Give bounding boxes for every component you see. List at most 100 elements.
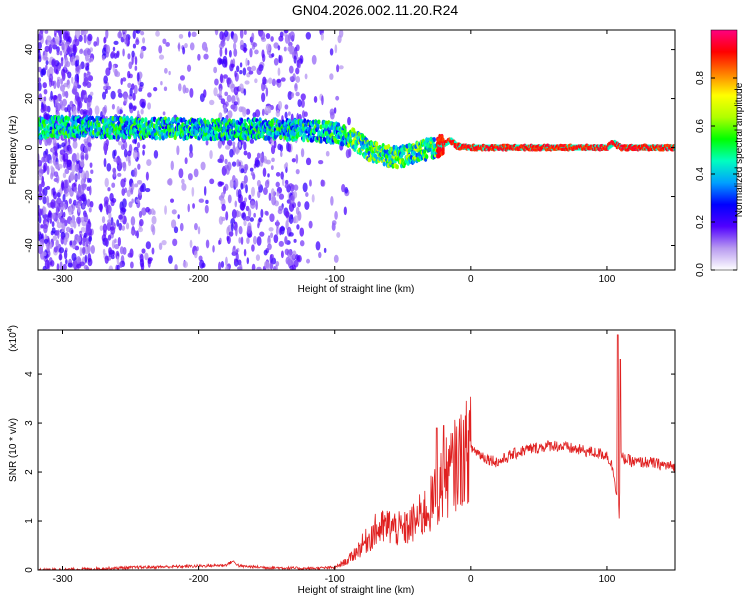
noise-speck [293, 55, 297, 64]
noise-speck [245, 108, 251, 115]
noise-speck [103, 37, 107, 44]
noise-speck [145, 187, 151, 193]
noise-speck [102, 229, 107, 237]
noise-speck [60, 235, 65, 245]
noise-speck [263, 249, 268, 256]
noise-speck [256, 67, 262, 76]
noise-speck [318, 251, 322, 259]
noise-speck [295, 44, 300, 52]
spectrogram-y-label: Frequency (Hz) [8, 116, 19, 185]
noise-speck [71, 252, 77, 262]
noise-speck [123, 95, 128, 105]
noise-speck [246, 66, 252, 72]
noise-speck [254, 159, 261, 168]
noise-speck [259, 231, 265, 237]
noise-speck [251, 186, 256, 197]
noise-speck [127, 150, 132, 157]
noise-speck [287, 90, 293, 101]
noise-speck [295, 67, 300, 75]
noise-speck [269, 213, 275, 222]
ridge-cell [124, 134, 128, 140]
noise-speck [153, 150, 159, 159]
noise-speck [219, 47, 223, 57]
noise-speck [57, 229, 60, 239]
noise-speck [86, 198, 91, 208]
noise-speck [90, 245, 95, 254]
noise-speck [240, 236, 244, 245]
noise-speck [223, 74, 228, 79]
noise-speck [228, 140, 233, 147]
noise-speck [38, 77, 42, 83]
noise-speck [284, 30, 289, 34]
snr-y-label: SNR (10 * v/v) [8, 418, 19, 482]
noise-speck [80, 30, 84, 36]
noise-speck [229, 148, 234, 158]
noise-speck [182, 261, 188, 269]
colorbar-label: Normalized spectral amplitude [734, 82, 745, 217]
noise-speck [105, 67, 111, 76]
noise-speck [90, 169, 94, 174]
noise-speck [334, 210, 338, 220]
noise-speck [226, 94, 232, 103]
noise-speck [68, 110, 71, 119]
noise-speck [38, 42, 42, 50]
noise-speck [55, 102, 61, 112]
noise-speck [311, 194, 315, 203]
noise-speck [129, 87, 133, 97]
noise-speck [140, 262, 145, 270]
noise-speck [136, 72, 140, 82]
ridge-halo [562, 144, 565, 151]
noise-speck [111, 103, 115, 110]
noise-speck [288, 41, 293, 47]
noise-speck [83, 76, 89, 86]
noise-speck [88, 57, 92, 63]
noise-speck [137, 163, 141, 170]
ridge-cell [46, 132, 50, 138]
noise-speck [62, 211, 66, 218]
noise-speck [232, 42, 237, 51]
colorbar-tick-label: 0.8 [695, 71, 706, 85]
noise-speck [72, 45, 78, 54]
ridge-cell [317, 119, 321, 125]
noise-speck [65, 226, 71, 233]
noise-speck [163, 86, 168, 92]
noise-speck [108, 211, 112, 220]
noise-speck [118, 222, 123, 231]
noise-speck [271, 157, 275, 163]
noise-speck [42, 82, 47, 89]
noise-speck [55, 239, 60, 247]
noise-speck [128, 102, 133, 110]
noise-speck [200, 161, 206, 171]
noise-speck [104, 88, 108, 94]
noise-speck [113, 157, 118, 163]
noise-speck [102, 47, 107, 56]
noise-speck [50, 90, 53, 101]
noise-speck [102, 248, 106, 256]
noise-speck [119, 261, 123, 269]
ridge-cell [395, 164, 399, 170]
noise-speck [56, 51, 60, 56]
noise-speck [110, 90, 116, 100]
noise-speck [141, 101, 146, 109]
noise-speck [151, 247, 155, 255]
noise-speck [236, 159, 240, 167]
noise-speck [247, 152, 252, 160]
noise-speck [191, 186, 195, 197]
noise-speck [43, 105, 49, 112]
noise-speck [214, 78, 219, 86]
noise-speck [247, 208, 252, 219]
noise-speck [266, 261, 271, 270]
noise-speck [329, 73, 334, 80]
noise-speck [51, 212, 56, 220]
ridge-halo [447, 139, 450, 145]
noise-speck [227, 110, 233, 119]
noise-speck [133, 149, 138, 160]
noise-speck [313, 95, 318, 103]
noise-speck [182, 46, 186, 55]
noise-speck [176, 145, 180, 156]
noise-speck [214, 30, 219, 36]
noise-speck [260, 208, 264, 218]
noise-speck [44, 45, 50, 52]
noise-speck [224, 91, 229, 97]
noise-speck [217, 181, 223, 187]
